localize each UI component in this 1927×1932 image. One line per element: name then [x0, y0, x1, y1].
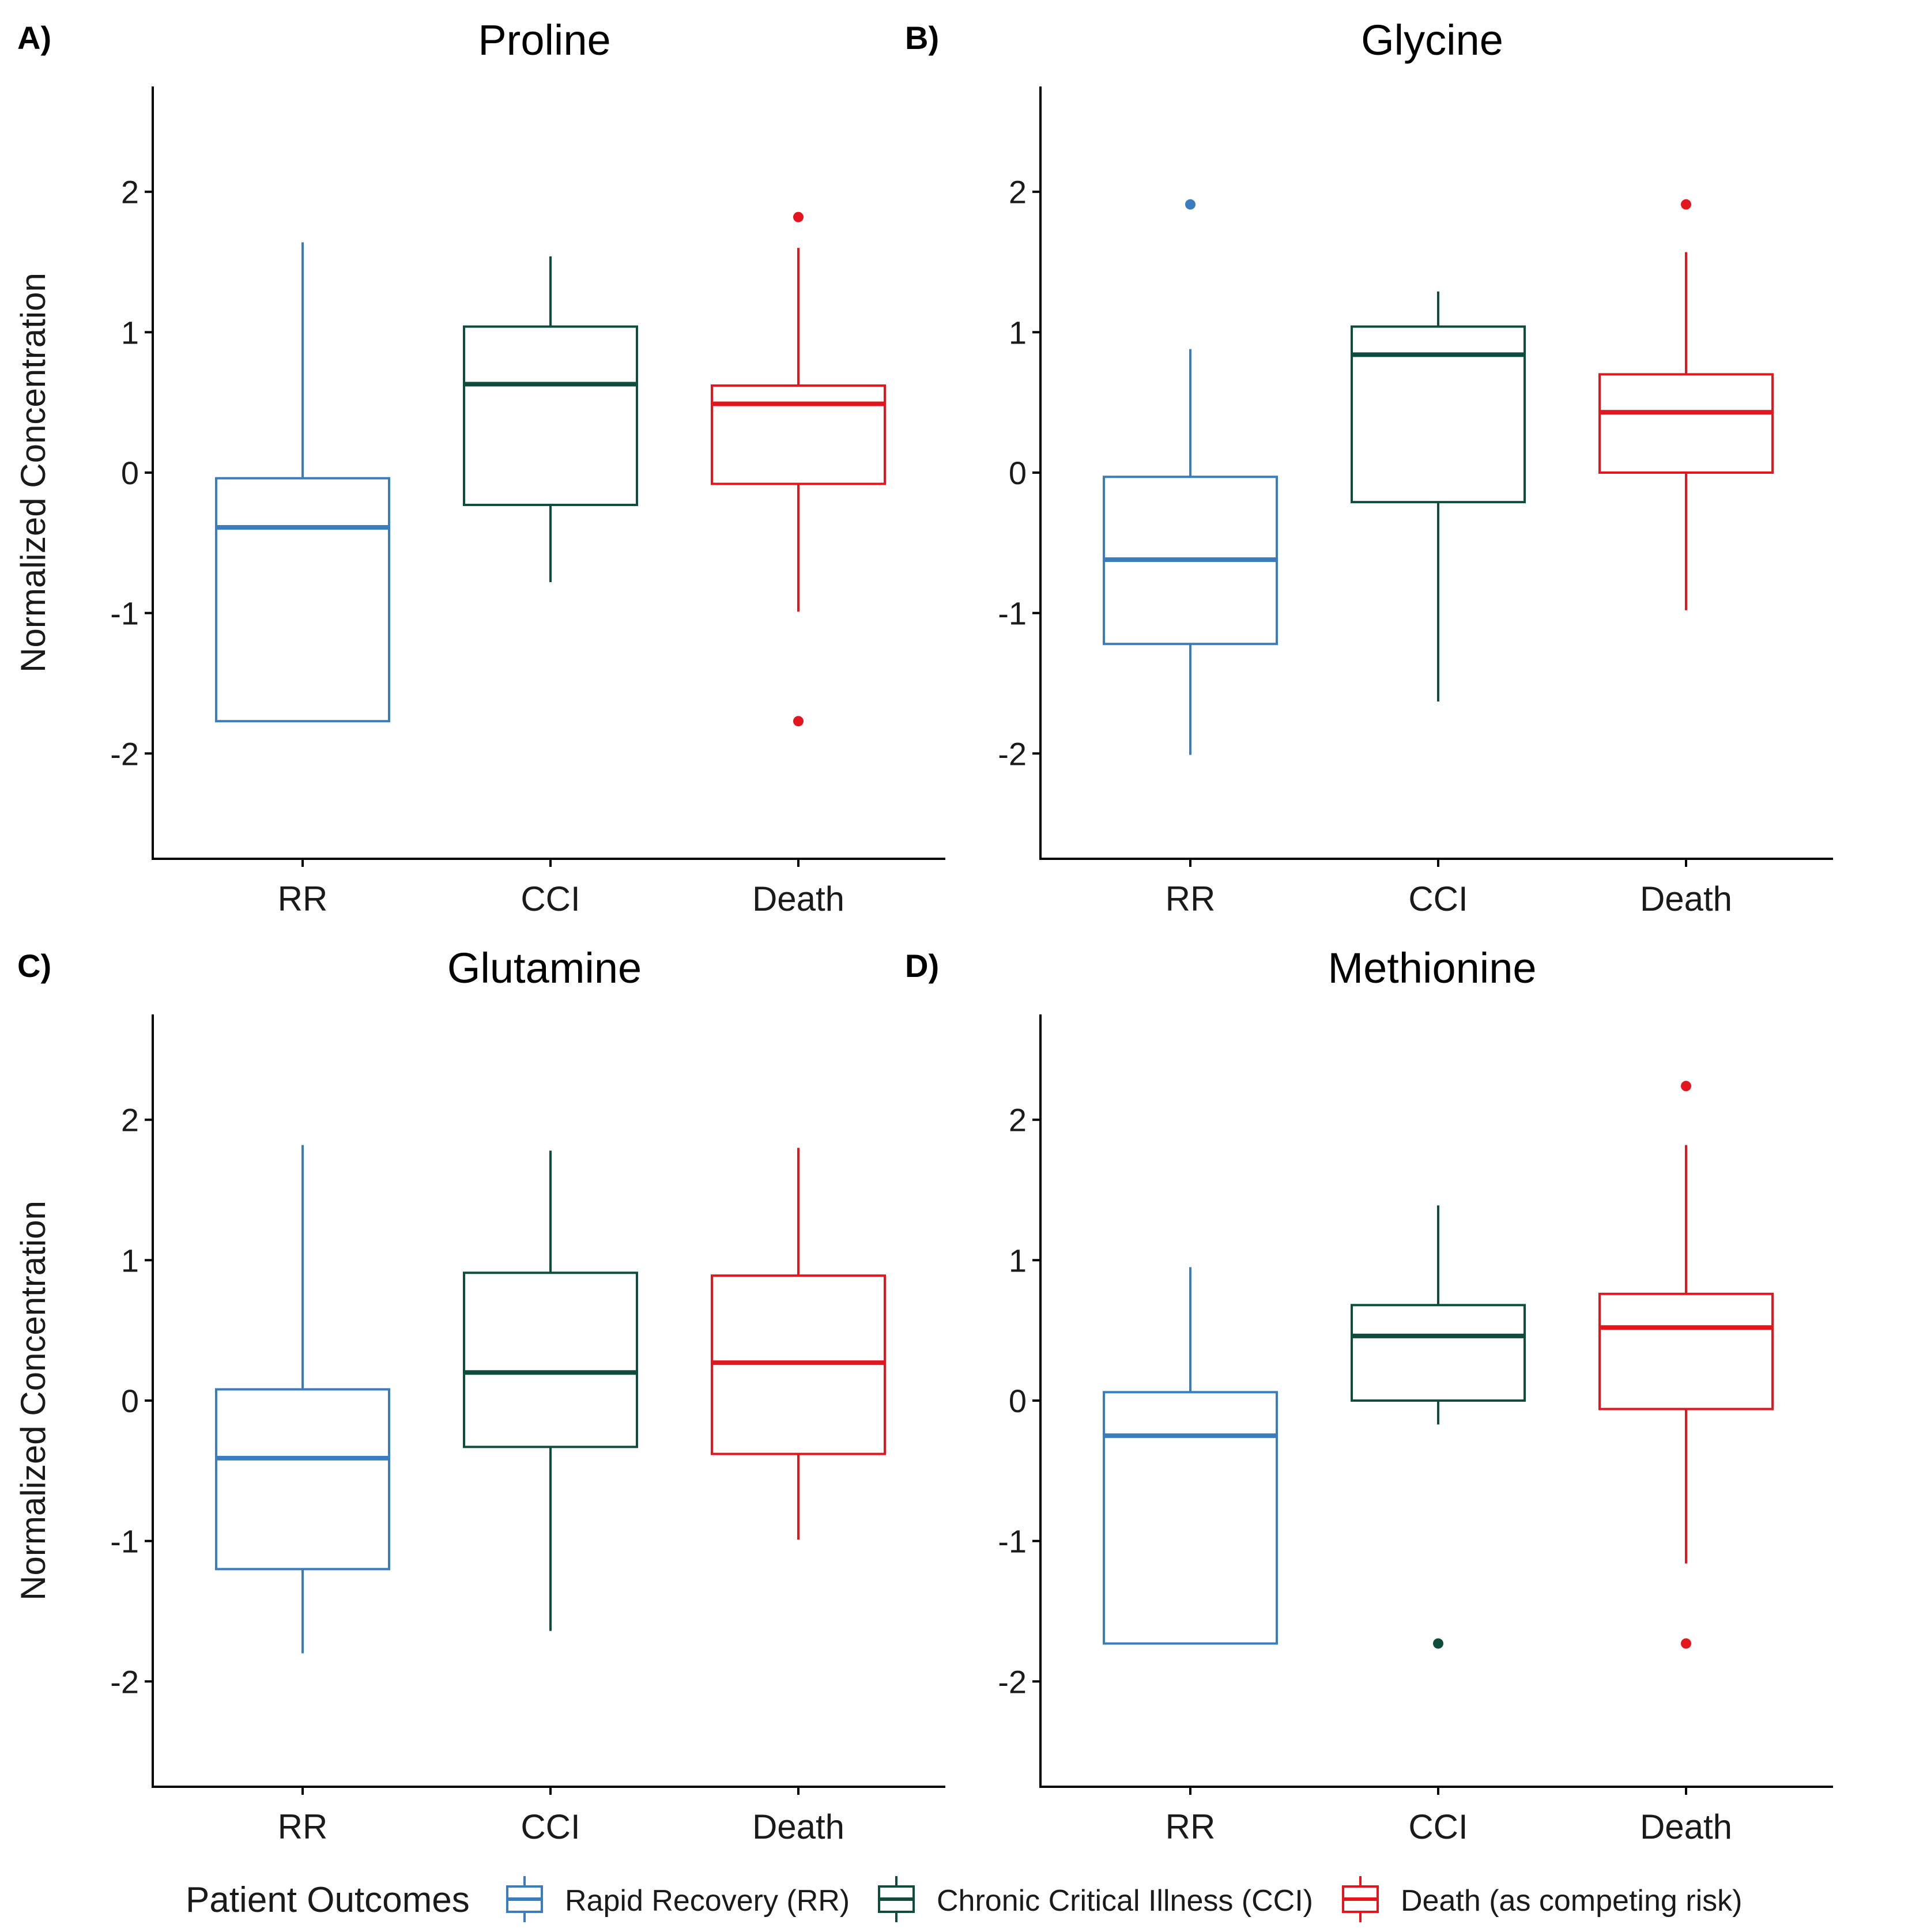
iqr-box: [463, 1271, 638, 1448]
x-tick-label: Death: [1640, 880, 1732, 918]
y-tick-label: 1: [1009, 1242, 1027, 1278]
y-tick-label: -2: [110, 735, 139, 772]
panel-title: Methionine: [1328, 944, 1536, 992]
box-death: [711, 1148, 886, 1540]
x-tick-label: CCI: [521, 880, 580, 918]
x-tick-label: RR: [278, 880, 328, 918]
outlier-point: [1681, 1081, 1691, 1092]
y-tick-label: 0: [121, 1383, 139, 1419]
panels: A) Proline -2 -1 0 1 2 RR CCI Death Normalized Con…: [14, 16, 1833, 1846]
box-rr: [215, 242, 390, 723]
x-tick-label: CCI: [1408, 880, 1468, 918]
panel-label: B): [905, 20, 939, 56]
iqr-box: [215, 1388, 390, 1571]
x-tick-label: RR: [278, 1808, 328, 1846]
box-cci: [1351, 1205, 1526, 1649]
y-tick-label: 0: [121, 455, 139, 491]
iqr-box: [215, 477, 390, 723]
outlier-point: [1681, 1638, 1691, 1649]
panel-methionine: D) Methionine -2 -1 0 1 2 RR CCI Death: [905, 944, 1833, 1846]
x-tick-label: Death: [752, 880, 844, 918]
x-tick-label: RR: [1166, 880, 1216, 918]
y-tick-label: -1: [110, 595, 139, 632]
outlier-point: [793, 716, 804, 727]
iqr-box: [463, 325, 638, 507]
y-tick-label: 0: [1009, 455, 1027, 491]
y-tick-label: -2: [998, 735, 1027, 772]
y-tick-label: -2: [998, 1663, 1027, 1700]
panel-title: Proline: [478, 16, 610, 64]
x-tick-label: Death: [752, 1808, 844, 1846]
y-tick-label: -1: [110, 1523, 139, 1560]
legend-label-death: Death (as competing risk): [1401, 1884, 1742, 1918]
panel-title: Glutamine: [447, 944, 642, 992]
y-axis-title: Normalized Concentration: [14, 1201, 52, 1601]
panel-glutamine: C) Glutamine -2 -1 0 1 2 RR CCI Death Normalized C…: [14, 944, 945, 1846]
y-tick-label: 2: [121, 174, 139, 210]
panel-label: C): [17, 948, 51, 984]
box-cci: [463, 256, 638, 583]
panel-glycine: B) Glycine -2 -1 0 1 2 RR CCI Death: [905, 16, 1833, 918]
legend-label-rr: Rapid Recovery (RR): [565, 1884, 850, 1918]
outlier-point: [1185, 199, 1196, 210]
outlier-point: [1433, 1638, 1443, 1649]
iqr-box: [1351, 1304, 1526, 1402]
legend-title: Patient Outcomes: [186, 1880, 470, 1920]
y-tick-label: -1: [998, 1523, 1027, 1560]
panel-label: A): [17, 20, 51, 56]
legend-label-cci: Chronic Critical Illness (CCI): [937, 1884, 1313, 1918]
legend: Patient Outcomes Rapid Recovery (RR) Chron…: [186, 1876, 1742, 1922]
legend-key-cci: [878, 1876, 915, 1922]
iqr-box: [1598, 373, 1774, 474]
panel-title: Glycine: [1361, 16, 1503, 64]
iqr-box: [711, 384, 886, 485]
box-death: [711, 212, 886, 727]
y-tick-label: 1: [1009, 314, 1027, 350]
box-rr: [1103, 1267, 1278, 1645]
y-axis-title: Normalized Concentration: [14, 273, 52, 673]
panel-label: D): [905, 948, 939, 984]
y-tick-label: 0: [1009, 1383, 1027, 1419]
box-death: [1598, 1081, 1774, 1649]
box-rr: [215, 1145, 390, 1654]
y-tick-label: -2: [110, 1663, 139, 1700]
iqr-box: [1351, 325, 1526, 504]
iqr-box: [1598, 1292, 1774, 1410]
iqr-box: [1103, 1391, 1278, 1645]
outlier-point: [1681, 199, 1691, 210]
box-rr: [1103, 199, 1278, 755]
y-tick-label: 1: [121, 314, 139, 350]
legend-key-rr: [506, 1876, 543, 1922]
x-tick-label: CCI: [1408, 1808, 1468, 1846]
legend-key-death: [1342, 1876, 1379, 1922]
box-death: [1598, 199, 1774, 610]
x-tick-label: RR: [1166, 1808, 1216, 1846]
box-cci: [1351, 291, 1526, 702]
panel-proline: A) Proline -2 -1 0 1 2 RR CCI Death Normalized Con…: [14, 16, 945, 918]
outlier-point: [793, 212, 804, 222]
y-tick-label: 2: [121, 1102, 139, 1138]
y-tick-label: 2: [1009, 174, 1027, 210]
y-tick-label: -1: [998, 595, 1027, 632]
y-tick-label: 2: [1009, 1102, 1027, 1138]
x-tick-label: Death: [1640, 1808, 1732, 1846]
x-tick-label: CCI: [521, 1808, 580, 1846]
y-tick-label: 1: [121, 1242, 139, 1278]
box-cci: [463, 1150, 638, 1631]
